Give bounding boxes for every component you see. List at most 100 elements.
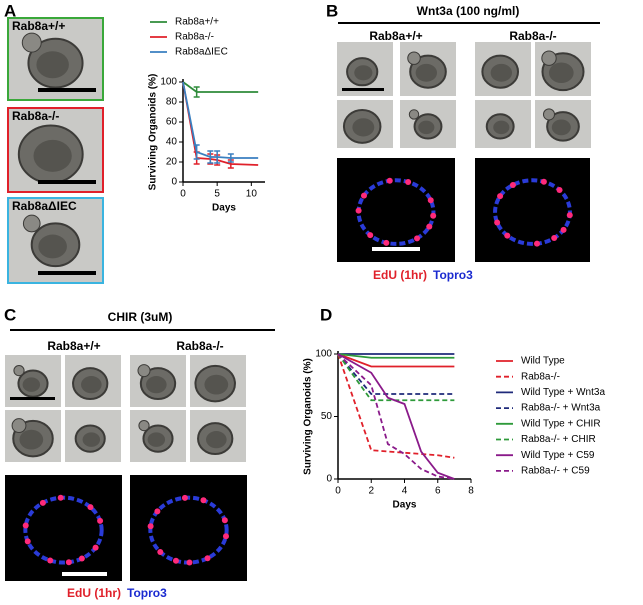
edu-spot: [355, 207, 362, 214]
scale-bar: [10, 397, 55, 400]
error-bar: [193, 144, 200, 160]
y-tick-label: 50: [321, 411, 333, 422]
scale-bar: [38, 180, 96, 184]
edu-spot: [540, 178, 547, 185]
legend-label: Wild Type + Wnt3a: [521, 387, 605, 398]
x-tick-label: 8: [468, 486, 474, 497]
organoid-bud: [408, 109, 420, 120]
scale-bar: [62, 572, 107, 576]
series-line: [337, 353, 455, 359]
y-tick-label: 0: [171, 177, 177, 188]
edu-spot: [360, 192, 367, 199]
legend-label: Rab8a-/- + C59: [521, 466, 590, 477]
y-tick-label: 20: [166, 157, 178, 168]
organoid-core: [22, 377, 41, 392]
organoid-bud: [138, 420, 150, 432]
series-line: [337, 353, 455, 395]
organoid-core: [549, 62, 574, 84]
organoid-core: [352, 118, 375, 137]
edu-spot: [414, 235, 421, 242]
series-line: [337, 353, 455, 368]
organoid-core: [490, 63, 513, 82]
fluorescence-image: [337, 158, 455, 262]
edu-spot: [186, 559, 193, 566]
organoid-bud: [11, 418, 27, 434]
error-bar: [193, 86, 200, 98]
organoid-core: [19, 429, 44, 450]
edu-spot: [147, 523, 154, 530]
y-tick-label: 100: [160, 77, 177, 88]
edu-spot: [157, 548, 164, 555]
y-tick-label: 40: [166, 137, 178, 148]
edu-spot: [497, 193, 504, 200]
edu-spot: [97, 517, 104, 524]
organoid-core: [204, 374, 229, 395]
label: Topro3: [433, 268, 473, 282]
x-tick-label: 4: [402, 486, 408, 497]
organoid-core: [81, 376, 102, 394]
edu-spot: [47, 557, 54, 564]
organoid-bud: [13, 365, 25, 377]
label: Rab8a-/-: [509, 29, 556, 43]
y-axis-label: Surviving Organoids (%): [148, 74, 159, 191]
series-line: [337, 353, 455, 480]
organoid-core: [415, 63, 438, 82]
edu-spot: [78, 555, 85, 562]
label: Rab8a+/+: [369, 29, 422, 43]
scale-bar: [342, 88, 384, 91]
label: Rab8a+/+: [47, 339, 100, 353]
scale-bar: [38, 271, 96, 275]
edu-spot: [427, 197, 434, 204]
fluorescence-image: [5, 475, 122, 581]
organoid-core: [493, 120, 510, 135]
label: B: [326, 1, 338, 20]
edu-spot: [65, 559, 72, 566]
legend-label: Rab8a-/-: [175, 32, 214, 43]
label: CHIR (3uM): [108, 310, 173, 324]
y-tick-label: 80: [166, 97, 178, 108]
edu-spot: [383, 239, 390, 246]
edu-spot: [533, 240, 540, 247]
edu-spot: [200, 497, 207, 504]
edu-spot: [509, 181, 516, 188]
error-bar: [214, 150, 221, 164]
x-axis-label: Days: [393, 500, 417, 511]
y-axis-label: Surviving Organoids (%): [303, 358, 314, 475]
organoid-core: [36, 51, 69, 79]
edu-spot: [181, 494, 188, 501]
organoid-core: [146, 376, 167, 394]
image-label: Rab8a-/-: [12, 109, 59, 123]
image-label: Rab8a+/+: [12, 19, 65, 33]
legend-label: Rab8a-/- + Wnt3a: [521, 403, 601, 414]
edu-spot: [39, 499, 46, 506]
legend-label: Rab8a-/- + CHIR: [521, 434, 596, 445]
series-line: [337, 353, 455, 402]
organoid-bud: [21, 32, 42, 53]
organoid-bud: [542, 108, 556, 121]
edu-spot: [566, 212, 573, 219]
x-tick-label: 0: [335, 486, 341, 497]
label: Topro3: [127, 586, 167, 600]
organoid-core: [206, 431, 227, 449]
organoid-core: [38, 234, 67, 259]
legend-label: Rab8a-/-: [521, 371, 560, 382]
edu-spot: [204, 555, 211, 562]
x-tick-label: 6: [435, 486, 441, 497]
legend-label: Wild Type + CHIR: [521, 418, 601, 429]
y-tick-label: 100: [315, 349, 332, 360]
y-tick-label: 0: [326, 474, 332, 485]
organoid-core: [33, 139, 72, 172]
series-line: [182, 81, 259, 159]
label: Wnt3a (100 ng/ml): [417, 4, 520, 18]
label: Rab8a-/-: [176, 339, 223, 353]
organoid-core: [551, 119, 571, 136]
edu-spot: [222, 533, 229, 540]
edu-spot: [172, 557, 179, 564]
series-line: [337, 353, 455, 459]
edu-spot: [560, 226, 567, 233]
edu-spot: [221, 517, 228, 524]
y-tick-label: 60: [166, 117, 178, 128]
edu-spot: [494, 219, 501, 226]
edu-spot: [24, 538, 31, 545]
